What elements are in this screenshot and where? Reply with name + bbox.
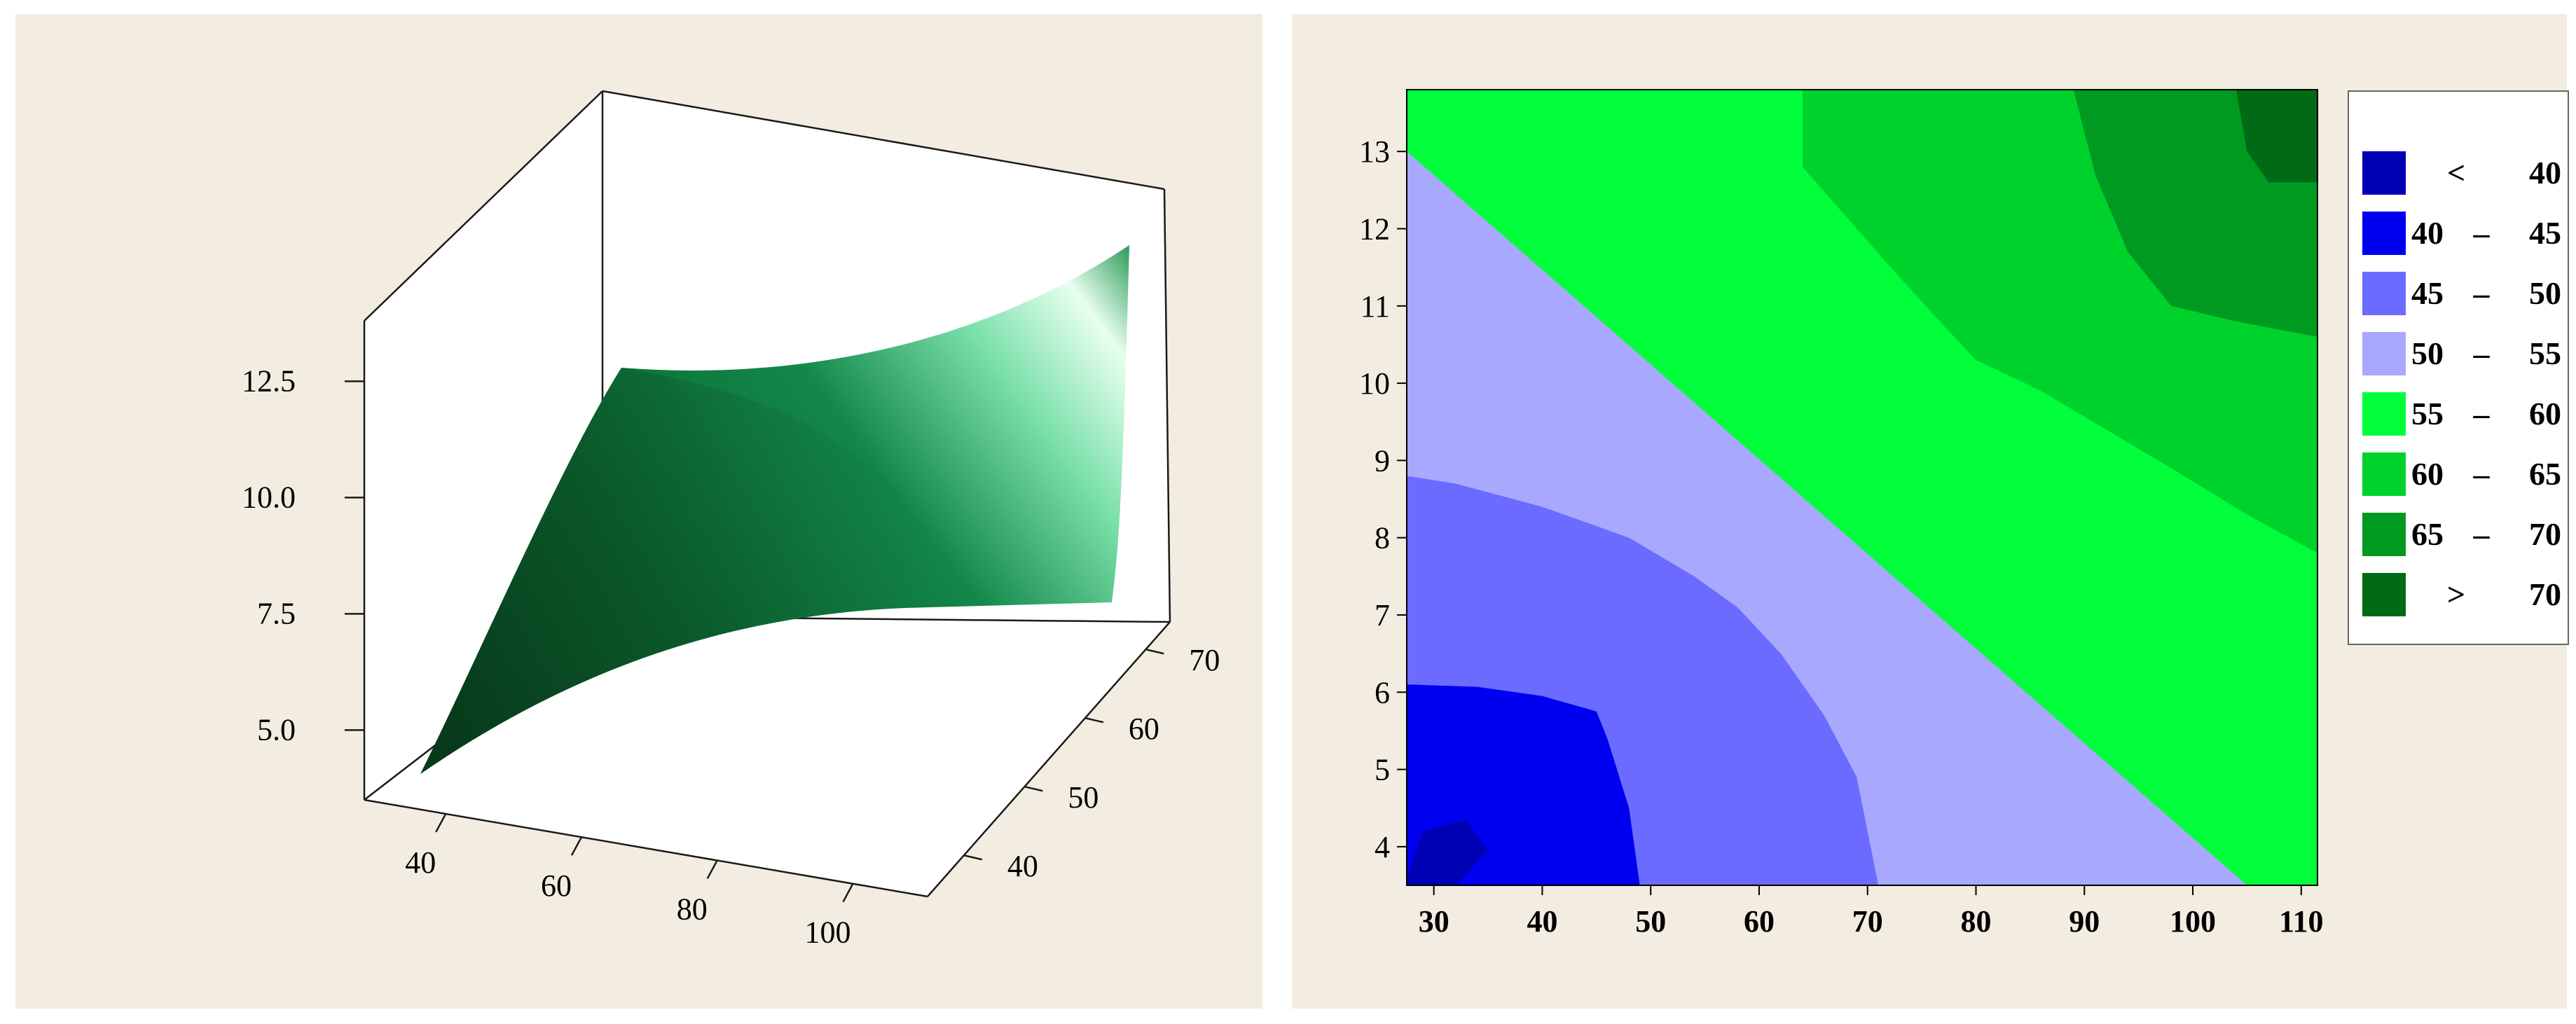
x-tick-label: 70 (1852, 904, 1883, 939)
legend-low: 40 (2411, 215, 2444, 251)
legend-high: 50 (2529, 275, 2561, 311)
contour-region (2236, 90, 2317, 183)
legend-low: 50 (2411, 335, 2444, 371)
legend-high: 65 (2529, 456, 2561, 492)
surface-plot: 5.0 7.5 10.0 12.5 40 60 80 100 40 50 60 70 (242, 90, 1220, 950)
y-tick-label: 70 (1189, 643, 1220, 677)
y-tick-label: 12 (1359, 212, 1390, 247)
legend-high: 55 (2529, 335, 2561, 371)
x-tick-label: 60 (541, 869, 572, 903)
x-tick-label: 100 (2170, 904, 2216, 939)
legend-swatch (2362, 272, 2406, 315)
x-tick-mark (842, 883, 854, 903)
y-tick-label: 60 (1129, 712, 1159, 746)
legend-separator: – (2473, 275, 2491, 311)
z-tick-label: 12.5 (242, 364, 296, 398)
legend-low: 65 (2411, 516, 2444, 552)
y-tick-mark (1084, 717, 1104, 724)
legend-high: 70 (2529, 516, 2561, 552)
legend-swatch (2362, 332, 2406, 375)
legend-low: 45 (2411, 275, 2444, 311)
y-tick-mark (1024, 785, 1043, 792)
y-tick-label: 9 (1375, 443, 1390, 478)
y-tick-mark (963, 854, 983, 861)
legend-high: 60 (2529, 396, 2561, 431)
legend-swatch (2362, 452, 2406, 496)
contour-regions (1407, 90, 2317, 885)
x-tick-label: 90 (2069, 904, 2100, 939)
legend-separator: – (2473, 335, 2491, 371)
y-tick-label: 40 (1007, 849, 1038, 883)
legend-high: 40 (2529, 155, 2561, 191)
x-tick-mark (570, 836, 583, 856)
legend-swatch (2362, 212, 2406, 255)
x-tick-label: 80 (1961, 904, 1992, 939)
contour-region (1407, 819, 1489, 885)
y-tick-label: 8 (1375, 521, 1390, 555)
y-tick-label: 13 (1359, 134, 1390, 169)
z-tick-label: 5.0 (257, 712, 296, 747)
z-tick-label: 10.0 (242, 480, 296, 514)
x-tick-label: 50 (1635, 904, 1666, 939)
legend-swatch (2362, 151, 2406, 195)
y-tick-label: 5 (1375, 753, 1390, 787)
legend-separator: – (2473, 456, 2491, 492)
legend-separator: > (2447, 576, 2465, 612)
y-tick-label: 6 (1375, 675, 1390, 710)
y-tick-label: 4 (1375, 830, 1390, 864)
y-tick-mark (1145, 648, 1164, 655)
legend-swatch (2362, 392, 2406, 436)
y-tick-label: 7 (1375, 598, 1390, 632)
y-tick-label: 50 (1068, 780, 1098, 815)
x-tick-label: 30 (1419, 904, 1449, 939)
x-tick-label: 40 (405, 845, 436, 880)
legend-low: 60 (2411, 456, 2444, 492)
legend-separator: – (2473, 516, 2491, 552)
x-tick-mark (435, 813, 447, 833)
legend-high: 70 (2529, 576, 2561, 612)
x-tick-mark (706, 859, 718, 880)
contour-axes: 30 40 50 60 70 80 90 100 110 4 5 6 7 8 9 10 11 12 13 (1359, 134, 2324, 939)
surface-plot-panel: 5.0 7.5 10.0 12.5 40 60 80 100 40 50 60 70 (15, 14, 1262, 1009)
legend-low: 55 (2411, 396, 2444, 431)
contour-plot-panel: 30 40 50 60 70 80 90 100 110 4 5 6 7 8 9 10 11 12 13 <40 40… (1292, 14, 2569, 1009)
legend-separator: < (2447, 155, 2465, 191)
y-tick-label: 10 (1359, 366, 1390, 401)
legend-swatch (2362, 513, 2406, 556)
surface-shading (420, 368, 961, 774)
y-tick-label: 11 (1361, 289, 1390, 324)
legend-separator: – (2473, 215, 2491, 251)
x-tick-label: 110 (2279, 904, 2324, 939)
x-tick-label: 60 (1744, 904, 1775, 939)
z-tick-label: 7.5 (257, 596, 296, 630)
legend-swatch (2362, 573, 2406, 616)
x-tick-label: 40 (1527, 904, 1557, 939)
plot-frame (1406, 89, 2318, 886)
legend-separator: – (2473, 396, 2491, 431)
surface-ticks: 5.0 7.5 10.0 12.5 40 60 80 100 40 50 60 70 (242, 364, 1220, 949)
x-tick-label: 100 (804, 915, 850, 950)
legend-high: 45 (2529, 215, 2561, 251)
x-tick-label: 80 (677, 892, 708, 926)
